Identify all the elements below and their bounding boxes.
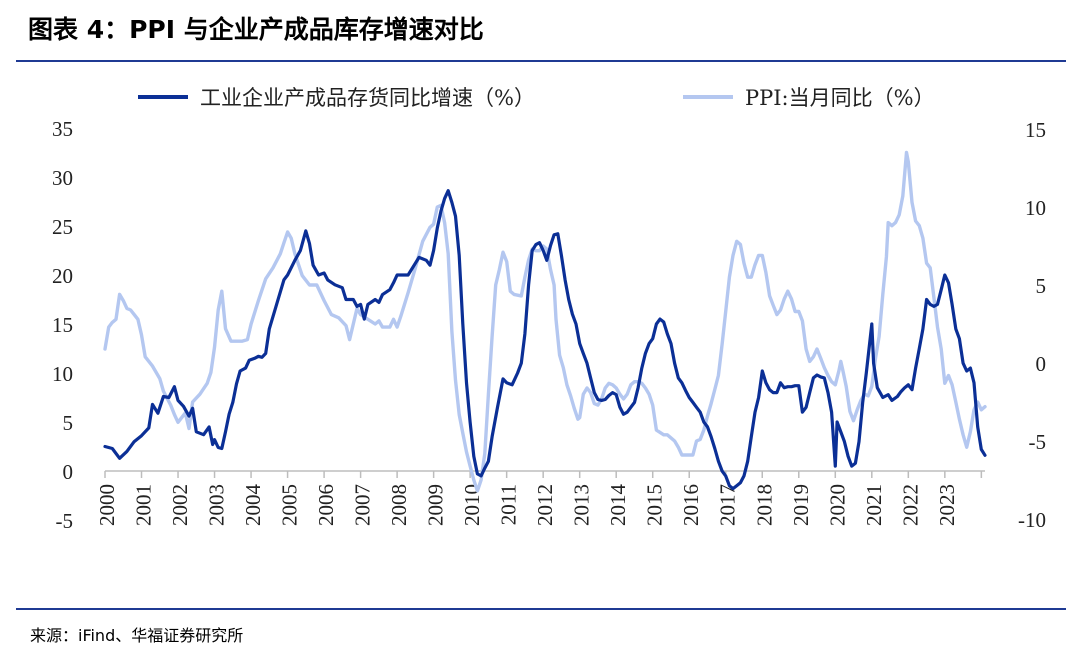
x-tick-label: 2017 [716, 484, 740, 526]
chart-canvas: 工业企业产成品存货同比增速（%） PPI:当月同比（%） -5 0 5 10 15 20 25… [52, 86, 1046, 533]
left-axis-ticks: -5 0 5 10 15 20 25 30 35 [52, 117, 73, 533]
x-tick-label: 2021 [862, 484, 886, 526]
left-tick-label: 15 [52, 313, 73, 337]
series-ppi-line [103, 150, 987, 493]
x-tick-label: 2012 [533, 484, 557, 526]
legend-label-2: PPI:当月同比（%） [745, 86, 935, 110]
left-tick-label: 30 [52, 166, 73, 190]
left-tick-label: -5 [56, 509, 74, 533]
bottom-rule [16, 608, 1066, 610]
x-tick-label: 2016 [679, 484, 703, 526]
x-tick-label: 2015 [643, 484, 667, 526]
x-tick-label: 2018 [752, 484, 776, 526]
source-note: 来源：iFind、华福证券研究所 [30, 626, 244, 645]
x-tick-label: 2023 [935, 484, 959, 526]
x-tick-label: 2007 [351, 484, 375, 526]
x-tick-label: 2002 [168, 484, 192, 526]
x-tick-label: 2000 [95, 484, 119, 526]
x-tick-label: 2001 [132, 484, 156, 526]
right-tick-label: 5 [1036, 274, 1047, 298]
x-tick-label: 2022 [898, 484, 922, 526]
chart-title: 图表 4：PPI 与企业产成品库存增速对比 [28, 15, 484, 44]
x-tick-label: 2010 [460, 484, 484, 526]
left-tick-label: 20 [52, 264, 73, 288]
series-layer [103, 150, 987, 493]
x-tick-label: 2004 [241, 484, 265, 527]
left-tick-label: 25 [52, 215, 73, 239]
x-axis: 2000 2001 2002 2003 2004 2005 2006 2007 2008 2009… [95, 470, 985, 527]
legend: 工业企业产成品存货同比增速（%） PPI:当月同比（%） [138, 86, 935, 110]
right-axis-ticks: -10 -5 0 5 10 15 [1018, 118, 1046, 532]
x-tick-label: 2013 [570, 484, 594, 526]
left-tick-label: 5 [63, 411, 74, 435]
x-tick-label: 2009 [424, 484, 448, 526]
x-tick-label: 2006 [314, 484, 338, 526]
series-inventory-line [103, 189, 987, 491]
x-tick-label: 2005 [278, 484, 302, 526]
x-tick-label: 2020 [825, 484, 849, 526]
right-tick-label: 0 [1036, 352, 1047, 376]
right-tick-label: 15 [1025, 118, 1046, 142]
x-tick-label: 2003 [205, 484, 229, 526]
left-tick-label: 35 [52, 117, 73, 141]
x-tick-label: 2008 [387, 484, 411, 526]
left-tick-label: 0 [63, 460, 74, 484]
right-tick-label: -5 [1029, 430, 1047, 454]
right-tick-label: -10 [1018, 508, 1046, 532]
x-tick-label: 2014 [606, 484, 630, 527]
top-rule [16, 60, 1066, 62]
x-tick-label: 2019 [789, 484, 813, 526]
legend-label-1: 工业企业产成品存货同比增速（%） [200, 86, 535, 110]
x-tick-label: 2011 [497, 484, 521, 525]
left-tick-label: 10 [52, 362, 73, 386]
right-tick-label: 10 [1025, 196, 1046, 220]
